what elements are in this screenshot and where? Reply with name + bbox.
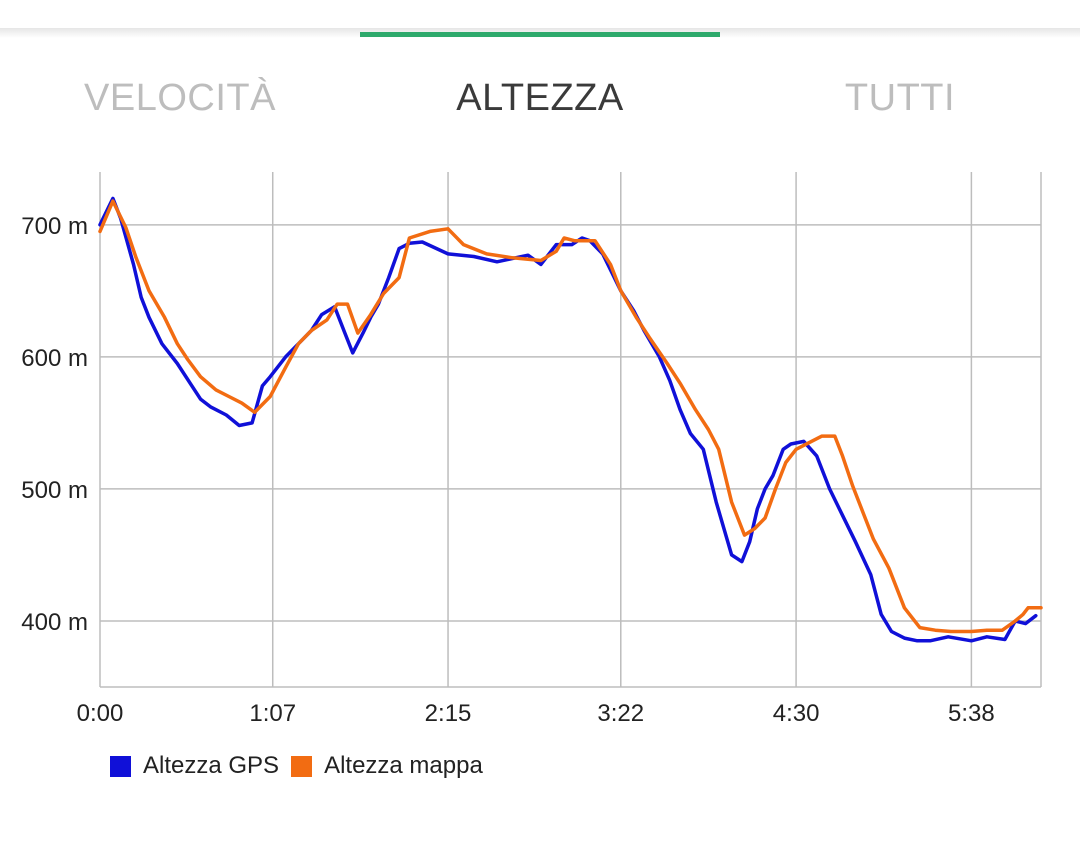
x-axis-labels: 0:00 1:07 2:15 3:22 4:30 5:38 (77, 700, 995, 727)
tab-label: VELOCITÀ (84, 76, 276, 119)
tab-velocita[interactable]: VELOCITÀ (0, 36, 360, 160)
x-tick-label: 0:00 (77, 700, 124, 727)
x-tick-label: 3:22 (597, 700, 644, 727)
chart-series (98, 196, 1043, 643)
legend-swatch-map (291, 755, 313, 777)
y-axis-labels: 400 m 500 m 600 m 700 m (21, 213, 88, 636)
tab-label: TUTTI (844, 76, 956, 119)
series-line-gps (98, 196, 1038, 643)
altitude-chart: 400 m 500 m 600 m 700 m 0:00 1:07 2:15 3:22 4:3… (21, 172, 1043, 727)
chart-grid (99, 172, 1042, 688)
y-tick-label: 400 m (21, 609, 88, 636)
x-tick-label: 4:30 (773, 700, 820, 727)
legend-label-map: Altezza mappa (324, 752, 483, 779)
x-tick-label: 1:07 (249, 700, 296, 727)
series-line-map (98, 199, 1043, 634)
tab-altezza[interactable]: ALTEZZA (360, 32, 720, 160)
legend-label-gps: Altezza GPS (143, 752, 280, 779)
tab-tutti[interactable]: TUTTI (720, 36, 1080, 160)
tab-label: ALTEZZA (456, 76, 624, 119)
x-tick-label: 5:38 (948, 700, 995, 727)
legend-item-gps: Altezza GPS (110, 752, 279, 780)
legend-item-map: Altezza mappa (291, 752, 483, 780)
tab-bar: VELOCITÀ ALTEZZA TUTTI (0, 32, 1080, 160)
legend-swatch-gps (110, 755, 131, 777)
y-tick-label: 700 m (21, 213, 88, 240)
y-tick-label: 500 m (21, 477, 88, 504)
x-tick-label: 2:15 (425, 700, 472, 727)
y-tick-label: 600 m (21, 345, 88, 372)
chart-legend: Altezza GPS Altezza mappa (110, 752, 495, 780)
tab-indicator (360, 32, 720, 37)
